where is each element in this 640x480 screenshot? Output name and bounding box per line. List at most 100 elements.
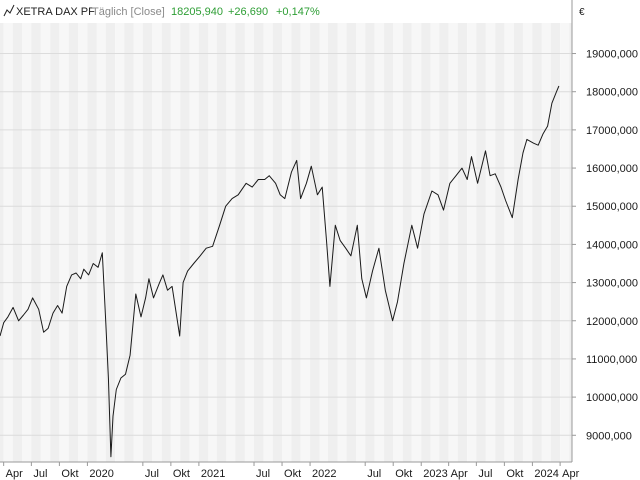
month-band: [513, 23, 523, 462]
month-band: [495, 23, 505, 462]
y-tick-label: 11000,000: [586, 354, 637, 366]
month-band: [87, 23, 97, 462]
month-band: [12, 23, 23, 462]
y-tick-label: 14000,000: [586, 239, 638, 251]
x-tick-label: Okt: [284, 468, 301, 480]
y-tick-label: 15000,000: [586, 201, 638, 213]
month-band: [235, 23, 245, 462]
month-band: [124, 23, 134, 462]
x-tick-label: Jul: [256, 468, 270, 480]
month-band: [532, 23, 542, 462]
month-band: [346, 23, 357, 462]
month-band: [504, 23, 514, 462]
y-tick-label: 16000,000: [586, 163, 638, 175]
month-band: [282, 23, 292, 462]
month-band: [328, 23, 338, 462]
month-band: [319, 23, 329, 462]
month-band: [216, 23, 227, 462]
x-tick-label: 2023: [423, 468, 447, 480]
y-tick-label: 18000,000: [586, 87, 638, 99]
month-band: [263, 23, 273, 462]
series-layer: [0, 85, 560, 458]
x-tick-label: Jul: [367, 468, 381, 480]
series-line: [0, 85, 560, 458]
month-band: [356, 23, 366, 462]
month-band: [59, 23, 69, 462]
x-tick-label: Okt: [506, 468, 523, 480]
x-tick-label: Jul: [33, 468, 47, 480]
month-band: [0, 23, 4, 462]
x-tick-label: Apr: [562, 468, 579, 480]
y-tick-label: 17000,000: [586, 125, 638, 137]
x-tick-labels: Apr Jul Okt 2020 Jul Okt 2021 Jul Okt 2022 Jul Okt 2…: [3, 462, 580, 480]
month-band: [68, 23, 78, 462]
interval-label: Täglich [Close]: [92, 6, 165, 18]
x-tick-label: Apr: [451, 468, 468, 480]
chart-header: XETRA DAX PF Täglich [Close] 18205,940 +…: [3, 4, 320, 18]
y-tick-label: 9000,000: [586, 430, 632, 442]
y-unit-label: €: [579, 7, 585, 18]
month-band: [142, 23, 153, 462]
month-band: [300, 23, 311, 462]
month-band: [133, 23, 143, 462]
month-band: [485, 23, 496, 462]
month-band: [421, 23, 431, 462]
x-tick-label: Okt: [61, 468, 78, 480]
month-band: [40, 23, 51, 462]
x-tick-label: 2021: [201, 468, 225, 480]
month-band: [560, 23, 570, 462]
month-band: [522, 23, 533, 462]
month-band: [310, 23, 320, 462]
month-band: [569, 23, 572, 462]
y-tick-label: 10000,000: [586, 392, 638, 404]
month-band: [448, 23, 458, 462]
change-percent: +0,147%: [276, 6, 320, 18]
x-tick-label: Jul: [478, 468, 492, 480]
month-band: [96, 23, 106, 462]
month-band: [291, 23, 301, 462]
y-tick-labels: 9000,000 10000,000 11000,000 12000,000 13000…: [572, 49, 638, 442]
month-band: [105, 23, 116, 462]
x-tick-label: 2022: [312, 468, 336, 480]
gridlines: [0, 53, 572, 436]
month-band: [180, 23, 190, 462]
month-band: [476, 23, 486, 462]
month-band: [50, 23, 60, 462]
x-tick-label: 2020: [89, 468, 113, 480]
month-band: [3, 23, 13, 462]
month-band: [31, 23, 41, 462]
month-band: [365, 23, 375, 462]
y-tick-label: 19000,000: [586, 49, 638, 61]
month-band: [467, 23, 477, 462]
y-tick-label: 13000,000: [586, 278, 638, 290]
month-band: [115, 23, 125, 462]
month-band: [374, 23, 385, 462]
month-band: [244, 23, 255, 462]
month-band: [384, 23, 394, 462]
month-band: [161, 23, 171, 462]
instrument-name: XETRA DAX PF: [16, 6, 95, 18]
month-bands: [0, 23, 572, 462]
x-tick-label: Jul: [145, 468, 159, 480]
change-absolute: +26,690: [228, 6, 268, 18]
x-tick-label: 2024: [534, 468, 558, 480]
x-tick-label: Okt: [395, 468, 412, 480]
last-price: 18205,940: [171, 6, 223, 18]
month-band: [541, 23, 551, 462]
month-band: [439, 23, 449, 462]
month-band: [22, 23, 32, 462]
month-band: [77, 23, 88, 462]
x-tick-label: Apr: [6, 468, 23, 480]
month-band: [402, 23, 412, 462]
month-band: [430, 23, 440, 462]
month-band: [189, 23, 199, 462]
month-band: [152, 23, 162, 462]
month-band: [170, 23, 181, 462]
x-tick-label: Okt: [173, 468, 190, 480]
month-band: [457, 23, 468, 462]
month-band: [393, 23, 403, 462]
month-band: [272, 23, 283, 462]
chart-type-icon: [3, 4, 15, 17]
